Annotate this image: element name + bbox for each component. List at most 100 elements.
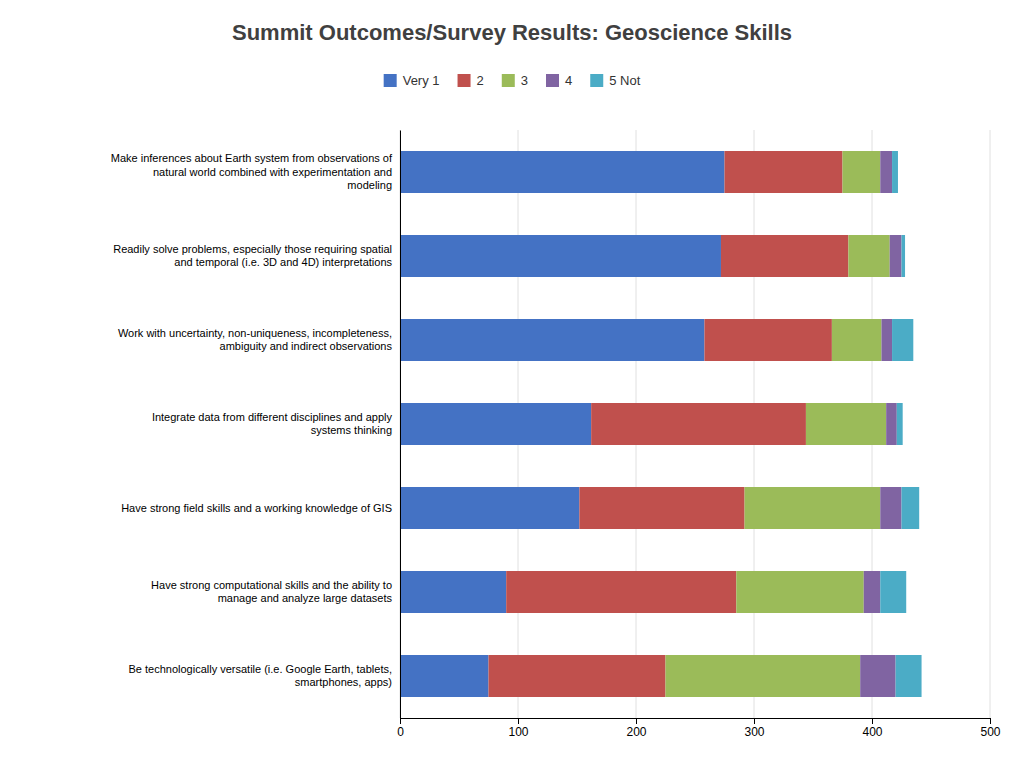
bar (902, 487, 920, 529)
tick-label: Be technologically versatile (i.e. Googl… (128, 663, 392, 688)
legend-label: 3 (521, 73, 528, 88)
tick-label-line: manage and analyze large datasets (218, 592, 393, 604)
bar (725, 151, 843, 193)
bar (400, 487, 579, 529)
tick-label-line: Have strong computational skills and the… (151, 579, 392, 591)
bar (880, 151, 892, 193)
tick-label: Have strong field skills and a working k… (121, 502, 392, 514)
series (880, 151, 921, 697)
series (860, 151, 901, 697)
tick-label-line: Integrate data from different discipline… (152, 411, 393, 423)
x-axis: 0 100 200 300 400 500 (397, 718, 1001, 739)
bar (489, 655, 666, 697)
tick-label: Make inferences about Earth system from … (111, 152, 393, 190)
tick-label-line: natural world combined with experimentat… (153, 166, 392, 178)
series (666, 151, 890, 697)
tick-label: 200 (626, 725, 646, 739)
tick-label: Readily solve problems, especially those… (113, 243, 392, 268)
legend-item: 5 Not (590, 73, 640, 88)
bar (400, 319, 704, 361)
tick-label: 400 (862, 725, 882, 739)
tick: Integrate data from different discipline… (152, 411, 400, 436)
legend-label: 4 (565, 73, 572, 88)
tick-mark (990, 718, 991, 724)
tick: 500 (980, 718, 1000, 739)
bar (736, 571, 863, 613)
tick-label: 100 (508, 725, 528, 739)
tick-label-line: Work with uncertainty, non-uniqueness, i… (118, 327, 392, 339)
legend-label: 5 Not (609, 73, 640, 88)
bar (886, 403, 897, 445)
bar (880, 487, 901, 529)
tick-label-line: and temporal (i.e. 3D and 4D) interpreta… (174, 256, 392, 268)
tick-label-line: modeling (347, 179, 392, 191)
tick-label-line: Readily solve problems, especially those… (113, 243, 392, 255)
tick-label: Integrate data from different discipline… (152, 411, 393, 436)
legend-swatch (384, 74, 397, 87)
tick: Work with uncertainty, non-uniqueness, i… (118, 327, 400, 352)
bar (860, 655, 895, 697)
series (489, 151, 849, 697)
legend-item: Very 1 (384, 73, 440, 88)
bar (896, 655, 922, 697)
chart: Summit Outcomes/Survey Results: Geoscien… (0, 0, 1024, 768)
bar (864, 571, 881, 613)
tick-label-line: Have strong field skills and a working k… (121, 502, 392, 514)
bar (400, 571, 506, 613)
legend-swatch (546, 74, 559, 87)
bar (579, 487, 744, 529)
tick: 400 (862, 718, 882, 739)
bar (897, 403, 903, 445)
axis-line (401, 719, 991, 725)
grid-line (400, 130, 401, 718)
bar (843, 151, 881, 193)
bar (400, 151, 725, 193)
legend-item: 4 (546, 73, 572, 88)
bar (881, 319, 892, 361)
tick: Be technologically versatile (i.e. Googl… (128, 663, 400, 688)
tick-mark (518, 718, 519, 724)
tick-label: Work with uncertainty, non-uniqueness, i… (118, 327, 393, 352)
tick-label: 500 (980, 725, 1000, 739)
bar (506, 571, 736, 613)
bar (666, 655, 861, 697)
tick-label: 0 (397, 725, 404, 739)
bar (591, 403, 806, 445)
tick: 300 (744, 718, 764, 739)
legend: Very 1 2 3 4 5 Not (384, 73, 641, 88)
y-axis: Make inferences about Earth system from … (111, 131, 401, 719)
bar (704, 319, 831, 361)
bar (400, 403, 591, 445)
title: Summit Outcomes/Survey Results: Geoscien… (232, 20, 792, 45)
bar (400, 235, 721, 277)
grid (400, 130, 990, 718)
bar (892, 151, 898, 193)
bar (880, 571, 906, 613)
tick-mark (636, 718, 637, 724)
bar (832, 319, 882, 361)
grid-line (990, 130, 991, 718)
tick: 0 (397, 718, 404, 739)
plot: 0 100 200 300 400 500 Make inferences about Ea… (111, 130, 1001, 739)
bar (400, 655, 489, 697)
tick-label: Have strong computational skills and the… (151, 579, 392, 604)
bar (902, 235, 906, 277)
bar (806, 403, 886, 445)
legend-label: Very 1 (403, 73, 440, 88)
tick-label-line: Be technologically versatile (i.e. Googl… (128, 663, 392, 675)
legend-swatch (458, 74, 471, 87)
tick: 200 (626, 718, 646, 739)
legend-swatch (590, 74, 603, 87)
bar (745, 487, 881, 529)
tick-label: 300 (744, 725, 764, 739)
tick: Make inferences about Earth system from … (111, 152, 400, 190)
bar (721, 235, 848, 277)
tick-label-line: Make inferences about Earth system from … (111, 152, 393, 164)
legend-item: 2 (458, 73, 484, 88)
tick: Have strong field skills and a working k… (121, 502, 400, 514)
bar (892, 319, 913, 361)
tick-mark (872, 718, 873, 724)
tick: Have strong computational skills and the… (151, 579, 400, 604)
bar (848, 235, 889, 277)
tick-label-line: systems thinking (311, 424, 392, 436)
